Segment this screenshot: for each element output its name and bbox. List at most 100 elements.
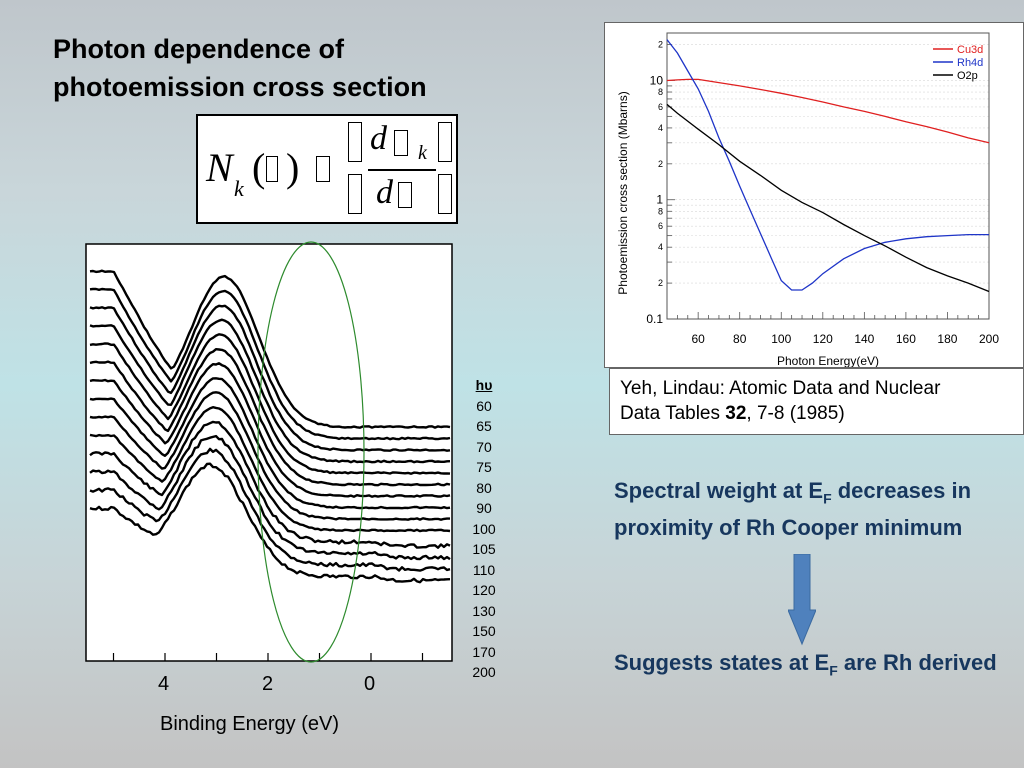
series-line-cu3d [666, 78, 990, 144]
x-tick-label: 140 [854, 332, 874, 346]
spectrum-curve-65 [89, 287, 451, 441]
cross-section-chart-panel: 10 1 0.1 2 8 6 4 2 8 6 4 2 60 80 100 120 140 160 180 200 Cu… [604, 22, 1024, 368]
spectrum-curve-100 [89, 362, 451, 498]
formula-relation-glyph [316, 156, 330, 182]
be-tick-2: 2 [262, 673, 274, 695]
note1-text-a: Spectral weight at E [614, 478, 824, 503]
photon-energy-item: 70 [476, 438, 492, 455]
y-minor-tick-label: 8 [658, 87, 663, 97]
formula-bracket-right-bottom [438, 174, 452, 214]
chart-plot-area [666, 32, 990, 320]
formula-bracket-left-bottom [348, 174, 362, 214]
spectrum-curve-130 [89, 420, 451, 549]
note1-text-b: decreases in proximity of Rh Cooper mini… [614, 478, 972, 541]
photon-energy-list: hυ 60 65 70 75 80 90 100 105 110 120 130… [468, 375, 500, 683]
x-tick-label: 60 [691, 332, 705, 346]
spectrum-curve-200 [89, 462, 451, 584]
spectrum-curve-90 [89, 348, 451, 487]
chart-gridlines [667, 44, 989, 320]
photon-energy-item: 75 [476, 459, 492, 475]
spectra-curves [89, 269, 451, 584]
photon-energy-item: 80 [476, 479, 492, 496]
y-major-tick-label: 10 [650, 73, 664, 87]
title-line-2: photoemission cross section [53, 72, 427, 102]
photon-energy-item: 105 [472, 541, 496, 557]
photon-energy-item: 110 [472, 561, 496, 578]
formula-sigma-glyph [394, 130, 408, 156]
photon-energy-item: 100 [472, 520, 496, 537]
x-tick-label: 80 [733, 332, 747, 346]
photon-energy-item: 130 [472, 602, 496, 619]
fermi-edge-ellipse [257, 241, 365, 663]
formula-fraction-bar [368, 169, 436, 171]
spectrum-curve-120 [89, 406, 451, 533]
y-major-tick-label: 1 [656, 193, 663, 207]
be-tick-0: 0 [364, 673, 376, 695]
y-minor-tick-label: 4 [658, 123, 663, 133]
title-line-1: Photon dependence of [53, 34, 345, 64]
cross-section-chart: 10 1 0.1 2 8 6 4 2 8 6 4 2 60 80 100 120 140 160 180 200 Cu… [616, 32, 999, 368]
x-tick-label: 120 [813, 332, 833, 346]
x-tick-label: 100 [771, 332, 791, 346]
reference-volume: 32 [725, 403, 747, 424]
y-major-tick-label: 0.1 [646, 312, 663, 326]
y-minor-tick-label: 8 [658, 206, 663, 216]
chart-axes: 10 1 0.1 2 8 6 4 2 8 6 4 2 60 80 100 120 140 160 180 200 [646, 40, 999, 346]
note2-text-b: are Rh derived [837, 650, 997, 675]
y-minor-tick-label: 2 [658, 159, 663, 169]
note2-sub: F [829, 662, 838, 679]
formula-n: N [206, 145, 233, 190]
reference-pages: , 7-8 (1985) [746, 403, 845, 424]
formula-bracket-left-top [348, 122, 362, 162]
formula-k-numerator: k [418, 142, 427, 164]
formula-box: N k ( ) d k d [196, 114, 458, 224]
y-minor-tick-label: 2 [658, 278, 663, 288]
photon-energy-item: 200 [472, 664, 496, 680]
reference-line-2: Data Tables 32, 7-8 (1985) [620, 401, 1013, 426]
note1-sub: F [823, 490, 832, 507]
photon-energy-item: 170 [472, 643, 496, 660]
rh-derived-note: Suggests states at EF are Rh derived [614, 648, 1014, 685]
x-tick-label: 160 [896, 332, 916, 346]
formula-placeholder-glyph [266, 156, 278, 182]
series-line-o2p [666, 103, 990, 293]
series-line-rh4d [666, 39, 989, 291]
spectrum-curve-60 [89, 269, 451, 429]
spectrum-curve-70 [89, 304, 451, 452]
legend-label: O2p [957, 70, 978, 82]
reference-box: Yeh, Lindau: Atomic Data and Nuclear Dat… [609, 368, 1024, 435]
chart-y-axis-label: Photoemission cross section (Mbarns) [616, 91, 630, 294]
formula-omega-glyph [398, 182, 412, 208]
legend-label: Rh4d [957, 57, 983, 69]
y-minor-tick-label: 6 [658, 102, 663, 112]
note2-text-a: Suggests states at E [614, 650, 830, 675]
photon-energy-header: hυ [475, 377, 493, 393]
photon-energy-item: 65 [476, 418, 492, 434]
slide-title: Photon dependence of photoemission cross… [53, 30, 573, 106]
chart-series [666, 39, 990, 293]
x-tick-label: 180 [937, 332, 957, 346]
spectrum-curve-170 [89, 447, 451, 572]
reference-line-1: Yeh, Lindau: Atomic Data and Nuclear [620, 378, 941, 399]
y-minor-tick-label: 6 [658, 221, 663, 231]
legend-label: Cu3d [957, 44, 983, 56]
binding-energy-label: Binding Energy (eV) [160, 713, 339, 735]
down-arrow-icon [788, 554, 816, 646]
photon-energy-item: 90 [476, 500, 492, 516]
y-minor-tick-label: 2 [658, 40, 663, 50]
formula-d-denominator: d [376, 174, 393, 211]
chart-x-axis-label: Photon Energy(eV) [777, 354, 879, 367]
formula-paren-open: ( [252, 145, 266, 190]
be-tick-4: 4 [158, 673, 170, 695]
formula-k-sub: k [234, 176, 244, 201]
spectrum-curve-110 [89, 391, 450, 521]
photon-energy-item: 120 [472, 582, 496, 598]
formula-bracket-right-top [438, 122, 452, 162]
spectrum-curve-75 [89, 318, 451, 464]
spectrum-curve-105 [89, 377, 451, 510]
spectra-plot [85, 241, 453, 663]
spectral-weight-note: Spectral weight at EF decreases in proxi… [614, 476, 1014, 543]
photon-energy-item: 60 [476, 397, 492, 414]
spectrum-curve-150 [89, 434, 451, 561]
